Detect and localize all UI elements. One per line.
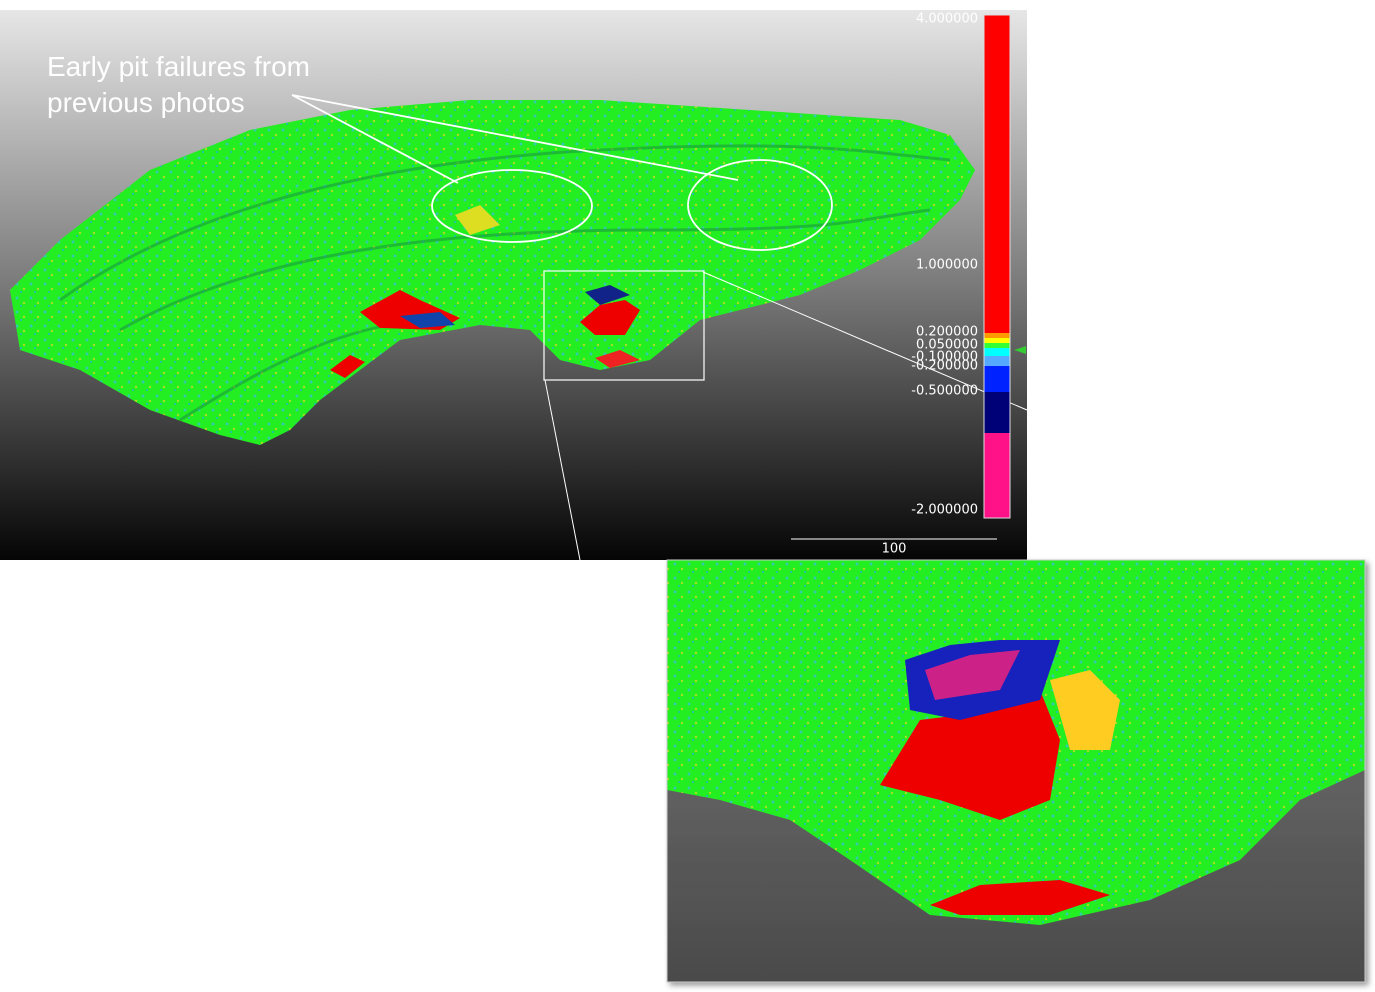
color-bar: [983, 14, 1026, 519]
scale-label: 1.000000: [916, 258, 978, 273]
anomalies: [330, 205, 640, 378]
annotation-text: previous photos: [47, 87, 245, 118]
terrain: [10, 100, 975, 445]
annotation-marks: [291, 94, 1028, 561]
inset: [666, 559, 1366, 983]
scale-label: 0.050000: [916, 338, 978, 353]
scale-label: -0.100000: [911, 350, 978, 365]
scale-bar-label: 100: [882, 542, 907, 557]
scale-label: -0.200000: [911, 359, 978, 374]
scale-label: -0.500000: [911, 384, 978, 399]
scale-label: -2.000000: [911, 503, 978, 518]
scale-label: 0.200000: [916, 325, 978, 340]
scale-label: 4.000000: [916, 12, 978, 27]
annotation-text: Early pit failures from: [47, 51, 310, 82]
